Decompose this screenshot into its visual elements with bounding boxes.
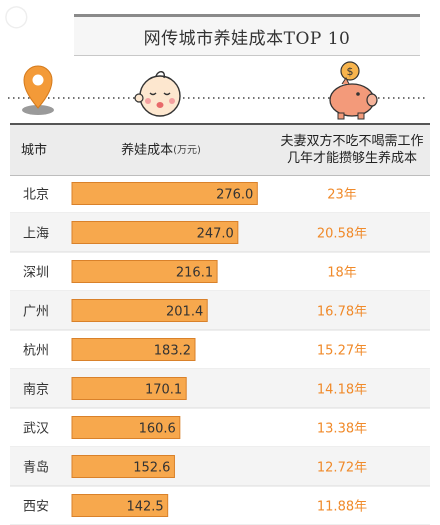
cost-bar (71, 260, 218, 283)
cost-bar (71, 494, 169, 517)
header-city: 城市 (20, 142, 47, 158)
background-watermark-left: ◯ (4, 4, 29, 29)
years-label: 16.78年 (317, 305, 367, 320)
cost-value-label: 201.4 (166, 305, 203, 320)
city-label: 南京 (23, 382, 49, 398)
years-label: 23年 (327, 188, 357, 203)
cost-value-label: 183.2 (154, 344, 191, 359)
city-label: 深圳 (23, 266, 49, 281)
cost-value-label: 170.1 (145, 383, 182, 398)
cost-value-label: 247.0 (197, 227, 234, 242)
map-pin-icon (22, 65, 54, 115)
icon-row: $ (8, 61, 425, 120)
city-label: 北京 (23, 188, 49, 203)
cost-value-label: 152.6 (133, 461, 170, 476)
header-years-line1: 夫妻双方不吃不喝需工作 (280, 134, 424, 149)
cost-bar (71, 338, 196, 361)
city-label: 广州 (23, 305, 49, 320)
cost-bar (71, 299, 208, 322)
header-cost-label: 养娃成本 (121, 142, 174, 158)
years-label: 20.58年 (317, 227, 367, 242)
cost-value-label: 160.6 (139, 422, 176, 437)
cost-value-label: 216.1 (176, 266, 213, 281)
piggy-bank-icon: $ (329, 61, 378, 120)
svg-text:$: $ (347, 65, 354, 78)
cost-value-label: 276.0 (216, 188, 253, 203)
years-label: 12.72年 (317, 461, 367, 476)
header-years: 夫妻双方不吃不喝需工作 几年才能攒够生养成本 (274, 125, 430, 175)
years-label: 14.18年 (317, 383, 367, 398)
cost-value-label: 142.5 (126, 500, 163, 515)
years-label: 13.38年 (317, 422, 367, 437)
cost-bar (71, 455, 175, 478)
chart-title: 网传城市养娃成本TOP 10 (74, 14, 420, 56)
baby-face-icon (134, 71, 181, 117)
city-label: 杭州 (23, 344, 49, 359)
city-label: 西安 (23, 500, 49, 515)
city-label: 武汉 (23, 422, 49, 437)
years-label: 18年 (327, 266, 357, 281)
header-years-line2: 几年才能攒够生养成本 (286, 151, 417, 166)
cost-bar (71, 377, 187, 400)
years-label: 15.27年 (317, 344, 367, 359)
header-cost-unit: (万元) (173, 144, 201, 156)
cost-bar (71, 182, 258, 205)
cost-bar (71, 416, 181, 439)
header-cost: 养娃成本 (万元) (72, 125, 250, 175)
city-label: 青岛 (23, 460, 49, 476)
table-header: 城市 养娃成本 (万元) 夫妻双方不吃不喝需工作 几年才能攒够生养成本 (10, 123, 430, 176)
cost-bar (71, 221, 239, 244)
years-label: 11.88年 (317, 500, 367, 515)
city-label: 上海 (23, 227, 49, 242)
